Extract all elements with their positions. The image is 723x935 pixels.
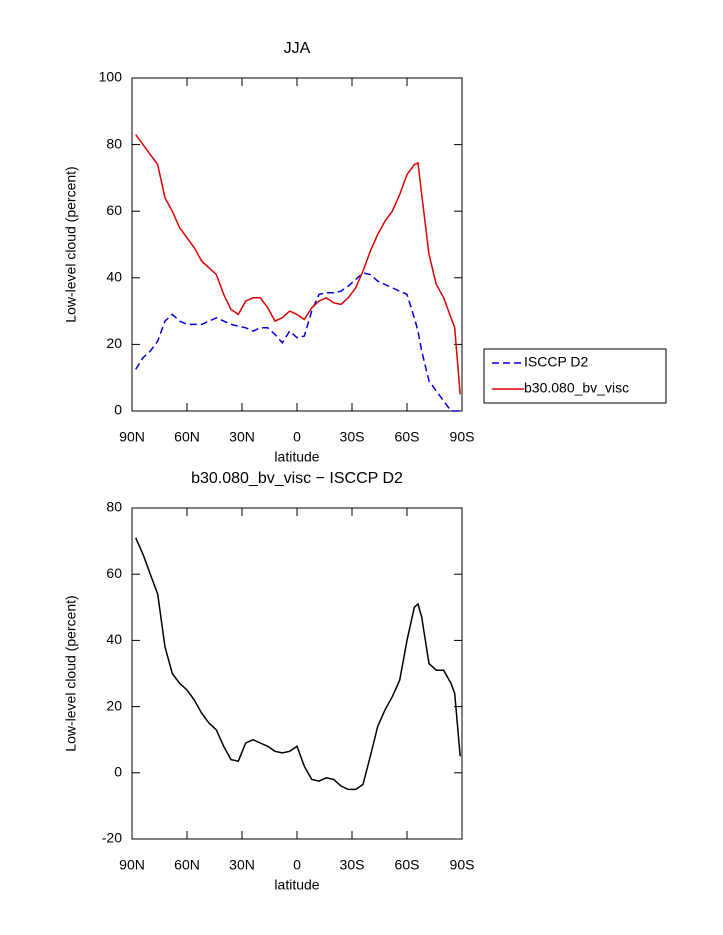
chart-title: JJA bbox=[284, 40, 311, 57]
y-axis-label: Low-level cloud (percent) bbox=[63, 595, 79, 751]
y-tick-label: 80 bbox=[106, 499, 122, 515]
plot-frame bbox=[131, 507, 463, 840]
y-axis-label: Low-level cloud (percent) bbox=[63, 166, 79, 322]
plot-frame bbox=[131, 77, 463, 412]
chart-title: b30.080_bv_visc − ISCCP D2 bbox=[191, 470, 403, 487]
y-tick-label: -20 bbox=[102, 830, 122, 846]
x-tick-label: 60S bbox=[395, 857, 420, 873]
data-line bbox=[135, 134, 461, 395]
y-tick-label: 20 bbox=[106, 335, 122, 351]
x-tick-label: 90S bbox=[450, 429, 475, 445]
y-tick-label: 20 bbox=[106, 697, 122, 713]
y-tick-label: 0 bbox=[114, 402, 122, 418]
x-tick-label: 60N bbox=[174, 429, 200, 445]
x-tick-label: 60S bbox=[395, 429, 420, 445]
x-axis-label: latitude bbox=[274, 877, 319, 893]
x-tick-label: 60N bbox=[174, 857, 200, 873]
y-tick-label: 0 bbox=[114, 764, 122, 780]
y-tick-label: 60 bbox=[106, 202, 122, 218]
y-tick-label: 100 bbox=[99, 69, 123, 85]
x-tick-label: 90N bbox=[119, 857, 145, 873]
data-line bbox=[135, 271, 461, 412]
legend-box bbox=[483, 348, 667, 404]
x-tick-label: 30S bbox=[340, 429, 365, 445]
x-tick-label: 0 bbox=[293, 857, 301, 873]
x-tick-label: 0 bbox=[293, 429, 301, 445]
x-tick-label: 30N bbox=[229, 857, 255, 873]
legend-label: b30.080_bv_visc bbox=[524, 380, 629, 396]
y-tick-label: 40 bbox=[106, 269, 122, 285]
x-tick-label: 30N bbox=[229, 429, 255, 445]
y-tick-label: 60 bbox=[106, 565, 122, 581]
data-line bbox=[135, 537, 461, 791]
y-tick-label: 40 bbox=[106, 631, 122, 647]
x-tick-label: 90S bbox=[450, 857, 475, 873]
x-tick-label: 90N bbox=[119, 429, 145, 445]
x-axis-label: latitude bbox=[274, 449, 319, 465]
legend-label: ISCCP D2 bbox=[524, 354, 589, 370]
x-tick-label: 30S bbox=[340, 857, 365, 873]
y-tick-label: 80 bbox=[106, 135, 122, 151]
